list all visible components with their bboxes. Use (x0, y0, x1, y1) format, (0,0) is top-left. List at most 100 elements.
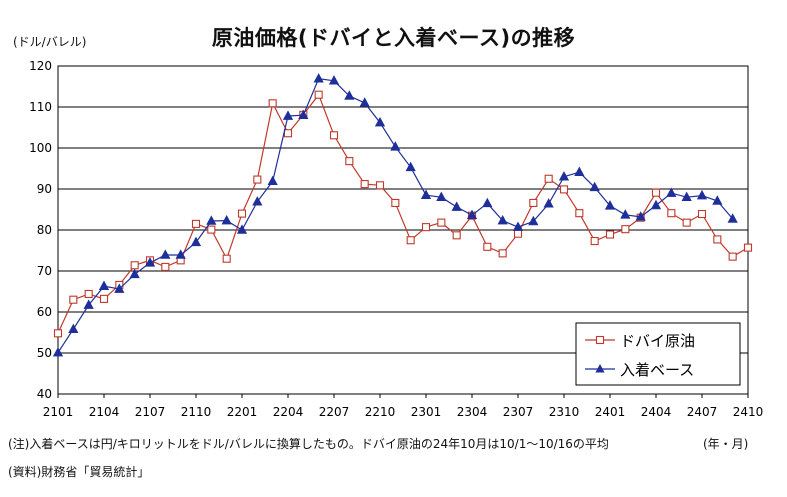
data-point (114, 283, 125, 293)
data-point (436, 191, 447, 201)
y-tick-label: 50 (37, 346, 52, 360)
data-point (236, 224, 248, 234)
data-point (344, 90, 355, 100)
x-tick-label: 2110 (181, 405, 212, 419)
data-point (328, 75, 340, 85)
x-tick-label: 2401 (595, 405, 626, 419)
data-point (696, 189, 708, 200)
data-point (513, 229, 523, 238)
x-tick-label: 2101 (43, 405, 74, 419)
data-point (650, 199, 662, 210)
data-point (130, 261, 139, 270)
data-point (483, 242, 492, 251)
legend-label: 入着ベース (620, 361, 694, 379)
data-point (99, 294, 109, 303)
data-point (528, 215, 539, 226)
data-point (574, 166, 585, 176)
data-point (604, 200, 616, 210)
data-point (466, 209, 478, 220)
data-point (84, 289, 93, 299)
data-point (712, 195, 723, 205)
data-point (237, 209, 247, 218)
x-tick-label: 2307 (503, 405, 534, 419)
data-point (129, 268, 140, 279)
x-tick-label: 2204 (273, 405, 304, 419)
data-point (252, 196, 263, 206)
plot-frame (57, 65, 749, 395)
data-point (314, 90, 323, 99)
data-point (728, 252, 737, 261)
data-point (268, 99, 277, 108)
data-point (575, 209, 584, 218)
data-point (391, 198, 400, 207)
y-tick-label: 60 (37, 305, 52, 319)
data-point (498, 249, 507, 258)
data-point (405, 161, 416, 172)
data-point (681, 191, 692, 201)
data-point (222, 254, 231, 263)
y-tick-label: 120 (29, 59, 52, 73)
data-point (83, 299, 94, 309)
data-point (313, 73, 324, 83)
data-point (666, 187, 677, 197)
axes: 40 50 60 70 80 90 100 110 120 2101 2104 2107 2110 220… (29, 59, 763, 419)
source-note: (資料)財務省「貿易統計」 (8, 465, 150, 479)
x-tick-label: 2207 (319, 405, 350, 419)
data-point (667, 209, 676, 218)
data-point (651, 188, 661, 197)
data-point (190, 236, 202, 247)
data-point (390, 141, 401, 151)
data-point (175, 249, 186, 259)
data-point (298, 109, 309, 119)
data-point (68, 323, 79, 334)
series-1 (53, 90, 753, 338)
y-tick-label: 70 (37, 264, 52, 278)
data-point (621, 225, 630, 234)
data-point (406, 236, 415, 245)
data-point (69, 295, 78, 304)
data-point (359, 97, 370, 107)
data-point (253, 175, 262, 184)
data-point (497, 214, 508, 225)
data-point (360, 180, 369, 189)
data-point (713, 235, 722, 244)
data-point (53, 329, 63, 338)
data-point (590, 237, 599, 246)
data-point (727, 213, 738, 223)
x-tick-label: 2410 (733, 405, 764, 419)
data-point (559, 185, 569, 194)
gridlines (58, 106, 748, 354)
data-point (375, 181, 385, 190)
y-axis-unit-label: (ドル/バレル) (13, 35, 87, 49)
data-point (529, 198, 538, 207)
data-point (543, 198, 554, 208)
x-tick-label: 2104 (89, 405, 120, 419)
data-point (635, 211, 646, 221)
data-point (451, 201, 462, 211)
x-tick-label: 2404 (641, 405, 672, 419)
data-point (512, 221, 524, 231)
data-point (98, 280, 110, 290)
data-point (191, 219, 201, 228)
series-2 (52, 73, 738, 357)
series-layer (52, 73, 753, 357)
legend-marker (595, 364, 605, 373)
data-point (283, 129, 293, 138)
x-tick-label: 2407 (687, 405, 718, 419)
x-tick-label: 2310 (549, 405, 580, 419)
x-tick-label: 2304 (457, 405, 488, 419)
data-point (221, 214, 232, 225)
chart-title: 原油価格(ドバイと入着ベース)の推移 (211, 26, 576, 50)
data-point (160, 249, 171, 259)
x-tick-label: 2301 (411, 405, 442, 419)
x-tick-label: 2201 (227, 405, 258, 419)
data-point (420, 189, 432, 199)
data-point (605, 230, 615, 239)
data-point (207, 225, 216, 234)
footnote: (注)入着ベースは円/キロリットルをドル/バレルに換算したもの。ドバイ原油の24… (8, 437, 609, 451)
x-tick-label: 2210 (365, 405, 396, 419)
data-point (345, 157, 354, 166)
legend-marker (595, 335, 605, 345)
data-point (267, 175, 278, 186)
legend-label: ドバイ原油 (620, 332, 695, 350)
